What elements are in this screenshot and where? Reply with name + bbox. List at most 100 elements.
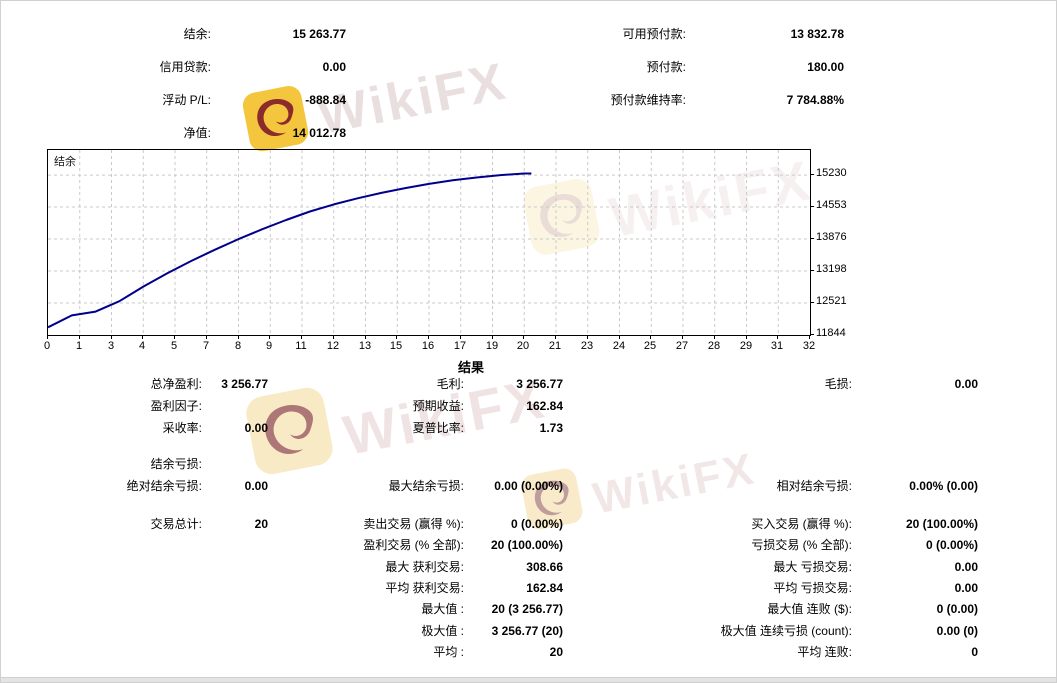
x-axis-tick: [269, 335, 270, 339]
result-row: 平均 获利交易: 162.84 平均 亏损交易: 0.00: [1, 577, 1056, 599]
x-axis-tick-label: 16: [421, 340, 435, 352]
x-axis-tick: [301, 335, 302, 339]
x-axis-tick: [333, 335, 334, 339]
x-axis-tick-label: 0: [43, 340, 51, 352]
x-axis-tick: [555, 335, 556, 339]
stat-label: 总净盈利:: [150, 377, 202, 391]
balance-line-chart: [48, 150, 810, 335]
result-row: 结余亏损:: [1, 453, 1056, 475]
stat-value: 0.00: [954, 559, 978, 574]
x-axis-tick: [365, 335, 366, 339]
window-bottom-edge: [1, 677, 1056, 682]
result-cell: 最大 亏损交易: 0.00: [661, 556, 978, 578]
stat-value: 3 256.77: [516, 377, 563, 391]
x-axis-tick-label: 9: [265, 340, 273, 352]
stat-label: 盈利交易 (% 全部):: [363, 538, 464, 553]
x-axis-tick: [111, 335, 112, 339]
account-stat-row: 净值: 14 012.78: [61, 116, 346, 149]
stat-label: 极大值 连续亏损 (count):: [720, 623, 852, 638]
x-axis-tick-label: 27: [675, 340, 689, 352]
stat-value: 0 (0.00%): [925, 538, 978, 553]
results-section-title: 结果: [457, 360, 484, 375]
stat-label: 盈利因子:: [150, 399, 202, 413]
x-axis-tick-label: 19: [485, 340, 499, 352]
result-cell: 交易总计: 20: [41, 513, 268, 535]
stat-label: 最大值 :: [421, 602, 464, 617]
stat-value: 0.00: [322, 59, 346, 74]
stat-label: 绝对结余亏损:: [126, 479, 202, 493]
stat-label: 平均 连败:: [797, 644, 852, 659]
stat-label: 相对结余亏损:: [776, 479, 852, 493]
x-axis-tick-label: 32: [802, 340, 816, 352]
balance-line: [48, 172, 532, 329]
stat-label: 平均 :: [433, 644, 464, 659]
x-axis-tick: [523, 335, 524, 339]
stat-label: 亏损交易 (% 全部):: [751, 538, 852, 553]
stat-value: [206, 453, 268, 475]
x-axis-tick: [746, 335, 747, 339]
x-axis-tick-label: 15: [389, 340, 403, 352]
result-row: 平均 : 20 平均 连败: 0: [1, 641, 1056, 663]
account-stat-row: 可用预付款: 13 832.78: [541, 17, 844, 50]
stat-value: 0: [971, 644, 978, 659]
stat-value: 0.00% (0.00): [909, 479, 978, 493]
account-stat-row: 预付款: 180.00: [541, 50, 844, 83]
account-summary-right: 可用预付款: 13 832.78 预付款: 180.00 预付款维持率: 7 784.88…: [541, 17, 844, 116]
stat-value: 162.84: [526, 399, 563, 413]
stat-label: 夏普比率:: [412, 421, 464, 435]
y-axis-tick: [810, 238, 814, 239]
stat-value: 20 (100.00%): [490, 538, 563, 553]
stat-value: 20: [254, 517, 268, 531]
x-axis-tick-label: 25: [643, 340, 657, 352]
result-cell: 盈利因子:: [41, 395, 268, 417]
stat-label: 净值:: [183, 126, 211, 140]
stat-label: 信用贷款:: [159, 60, 211, 74]
result-cell: 卖出交易 (赢得 %): 0 (0.00%): [271, 513, 563, 535]
stat-value: 0.00 (0): [936, 623, 978, 638]
stat-label: 采收率:: [162, 421, 202, 435]
stat-value: 3 256.77: [221, 377, 268, 391]
stat-value: [206, 395, 268, 417]
x-axis-tick: [206, 335, 207, 339]
stat-value: 3 256.77 (20): [491, 623, 563, 638]
x-axis-tick: [587, 335, 588, 339]
account-summary-left: 结余: 15 263.77 信用贷款: 0.00 浮动 P/L: -888.84 净值: 14…: [61, 17, 346, 149]
stat-value: 0.00: [244, 421, 268, 435]
stat-value: -888.84: [305, 92, 346, 107]
result-cell: 极大值 : 3 256.77 (20): [271, 620, 563, 642]
stat-label: 预付款:: [646, 60, 686, 74]
stat-label: 买入交易 (赢得 %):: [751, 517, 852, 531]
x-axis-tick-label: 24: [612, 340, 626, 352]
result-cell: 平均 获利交易: 162.84: [271, 577, 563, 599]
y-axis-tick-label: 13876: [816, 231, 847, 243]
account-stat-row: 浮动 P/L: -888.84: [61, 83, 346, 116]
result-cell: 最大结余亏损: 0.00 (0.00%): [271, 475, 563, 497]
x-axis-tick-label: 5: [170, 340, 178, 352]
x-axis-tick-label: 17: [453, 340, 467, 352]
stat-label: 结余亏损:: [150, 457, 202, 471]
result-row: 盈利因子: 预期收益: 162.84: [1, 395, 1056, 417]
stat-value: 0.00: [954, 377, 978, 391]
x-axis-tick: [809, 335, 810, 339]
stat-value: 162.84: [526, 580, 563, 595]
x-axis-tick-label: 31: [770, 340, 784, 352]
result-row: 最大 获利交易: 308.66 最大 亏损交易: 0.00: [1, 556, 1056, 578]
stat-value: 0.00 (0.00%): [494, 479, 563, 493]
result-cell: 最大 获利交易: 308.66: [271, 556, 563, 578]
result-cell: 平均 亏损交易: 0.00: [661, 577, 978, 599]
stat-label: 最大结余亏损:: [388, 479, 464, 493]
x-axis-tick-label: 4: [138, 340, 146, 352]
result-cell: 结余亏损:: [41, 453, 268, 475]
y-axis-tick: [810, 302, 814, 303]
x-axis-tick: [650, 335, 651, 339]
y-axis-tick: [810, 174, 814, 175]
y-axis-tick-label: 12521: [816, 295, 847, 307]
y-axis-tick: [810, 206, 814, 207]
result-cell: 预期收益: 162.84: [271, 395, 563, 417]
stat-value: 0 (0.00): [936, 602, 978, 617]
stat-value: 0 (0.00%): [510, 517, 563, 531]
stat-value: 1.73: [539, 421, 563, 435]
stat-value: 7 784.88%: [786, 92, 844, 107]
stat-label: 最大 亏损交易:: [773, 559, 852, 574]
